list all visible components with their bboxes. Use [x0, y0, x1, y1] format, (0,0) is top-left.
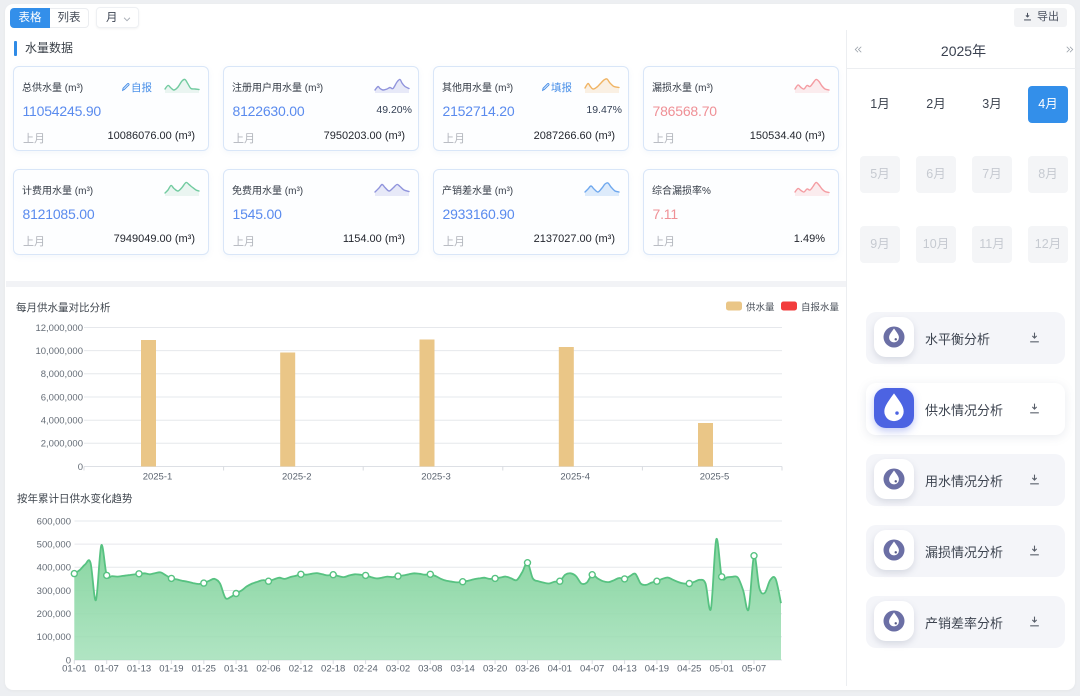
svg-text:8,000,000: 8,000,000 [41, 369, 83, 380]
svg-text:04-01: 04-01 [548, 664, 572, 675]
svg-text:04-19: 04-19 [645, 664, 669, 675]
svg-text:自报水量: 自报水量 [801, 302, 840, 314]
svg-text:04-13: 04-13 [612, 664, 636, 675]
svg-text:200,000: 200,000 [37, 609, 71, 620]
svg-text:01-13: 01-13 [127, 664, 151, 675]
svg-text:100,000: 100,000 [37, 632, 71, 643]
svg-text:01-01: 01-01 [62, 664, 86, 675]
svg-text:供水量: 供水量 [746, 302, 775, 314]
svg-text:2025-4: 2025-4 [560, 472, 590, 483]
svg-text:04-07: 04-07 [580, 664, 604, 675]
svg-text:6,000,000: 6,000,000 [41, 392, 83, 403]
svg-text:10,000,000: 10,000,000 [35, 346, 83, 357]
svg-text:按年累计日供水变化趋势: 按年累计日供水变化趋势 [17, 492, 133, 505]
svg-text:04-25: 04-25 [677, 664, 701, 675]
svg-text:03-26: 03-26 [515, 664, 539, 675]
svg-text:02-12: 02-12 [289, 664, 313, 675]
svg-text:2025-1: 2025-1 [143, 472, 173, 483]
svg-text:01-19: 01-19 [159, 664, 183, 675]
svg-text:2,000,000: 2,000,000 [41, 439, 83, 450]
svg-text:2025-3: 2025-3 [421, 472, 451, 483]
svg-text:12,000,000: 12,000,000 [35, 323, 83, 334]
svg-text:05-01: 05-01 [710, 664, 734, 675]
svg-text:01-31: 01-31 [224, 664, 248, 675]
svg-text:03-20: 03-20 [483, 664, 507, 675]
svg-text:0: 0 [66, 655, 71, 666]
svg-text:300,000: 300,000 [37, 586, 71, 597]
svg-text:400,000: 400,000 [37, 563, 71, 574]
svg-text:500,000: 500,000 [37, 540, 71, 551]
svg-text:01-25: 01-25 [192, 664, 216, 675]
svg-text:02-24: 02-24 [353, 664, 377, 675]
svg-text:03-14: 03-14 [451, 664, 475, 675]
svg-text:2025-5: 2025-5 [700, 472, 730, 483]
svg-text:4,000,000: 4,000,000 [41, 416, 83, 427]
svg-text:01-07: 01-07 [95, 664, 119, 675]
svg-text:2025-2: 2025-2 [282, 472, 312, 483]
svg-text:02-06: 02-06 [256, 664, 280, 675]
svg-text:03-08: 03-08 [418, 664, 442, 675]
svg-text:02-18: 02-18 [321, 664, 345, 675]
svg-text:03-02: 03-02 [386, 664, 410, 675]
svg-text:每月供水量对比分析: 每月供水量对比分析 [16, 301, 111, 314]
svg-text:0: 0 [78, 462, 83, 473]
svg-text:600,000: 600,000 [37, 516, 71, 527]
svg-text:05-07: 05-07 [742, 664, 766, 675]
